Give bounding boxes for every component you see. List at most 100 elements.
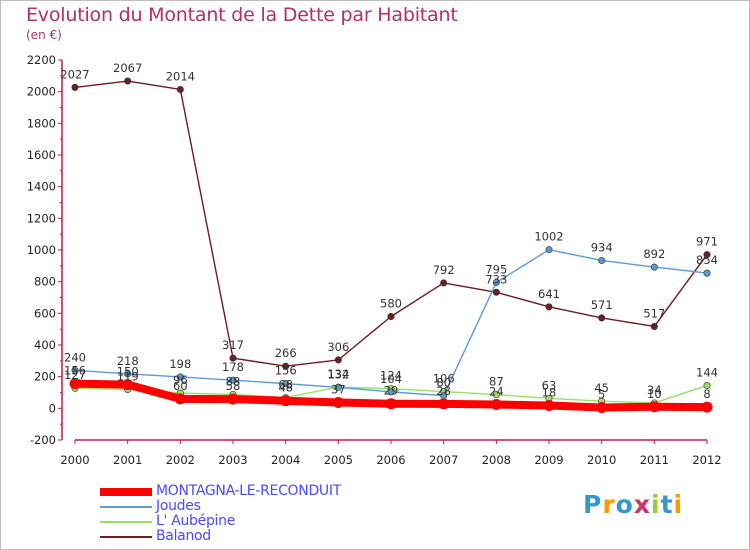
chart-title: Evolution du Montant de la Dette par Hab… (26, 4, 458, 26)
data-label-montagna-le-reconduit: 37 (331, 382, 346, 396)
data-label-joudes: 892 (643, 247, 665, 261)
data-label-balanod: 571 (591, 298, 613, 312)
data-label-joudes: 854 (696, 253, 718, 267)
logo-letter: i (651, 490, 661, 519)
data-label-l-aub-pine: 119 (117, 369, 139, 383)
x-tick-label: 2002 (166, 453, 195, 467)
x-tick-label: 2006 (376, 453, 405, 467)
x-tick-label: 2000 (60, 453, 89, 467)
proxiti-logo: Proxiti (583, 490, 683, 519)
data-label-montagna-le-reconduit: 18 (542, 385, 557, 399)
data-point-joudes (703, 269, 711, 277)
data-point-montagna-le-reconduit (596, 402, 608, 414)
data-label-joudes: 156 (275, 364, 297, 378)
data-point-joudes (71, 366, 79, 374)
y-tick-label: 2000 (27, 85, 56, 99)
data-label-balanod: 517 (643, 306, 665, 320)
x-tick-label: 2003 (218, 453, 247, 467)
data-point-montagna-le-reconduit (174, 393, 186, 405)
data-point-balanod (124, 77, 132, 85)
legend-label: Balanod (156, 528, 211, 544)
data-point-l-aub-pine (703, 382, 711, 390)
data-label-joudes: 218 (117, 354, 139, 368)
y-tick-label: 1600 (27, 148, 56, 162)
data-point-balanod (176, 85, 184, 93)
data-label-l-aub-pine: 144 (696, 366, 718, 380)
y-tick-label: 0 (49, 401, 56, 415)
logo-letter: t (660, 490, 674, 519)
data-label-montagna-le-reconduit: 5 (598, 388, 605, 402)
data-label-l-aub-pine: 127 (64, 368, 86, 382)
data-point-balanod (545, 303, 553, 311)
data-label-joudes: 104 (380, 372, 402, 386)
data-label-l-aub-pine: 63 (542, 378, 557, 392)
data-label-l-aub-pine: 124 (380, 369, 402, 383)
legend-item: Joudes (100, 499, 341, 514)
data-point-balanod (387, 312, 395, 320)
data-label-joudes: 240 (64, 350, 86, 364)
data-point-balanod (492, 288, 500, 296)
logo-letter: x (633, 490, 651, 519)
data-point-balanod (703, 251, 711, 259)
legend-label: Joudes (156, 498, 201, 514)
legend-swatch (100, 535, 152, 538)
data-label-balanod: 306 (327, 340, 349, 354)
data-point-joudes (598, 256, 606, 264)
x-tick-label: 2009 (534, 453, 563, 467)
data-point-joudes (229, 376, 237, 384)
data-label-balanod: 641 (538, 287, 560, 301)
data-label-montagna-le-reconduit: 24 (489, 385, 504, 399)
data-label-balanod: 580 (380, 297, 402, 311)
data-label-l-aub-pine: 106 (433, 372, 455, 386)
data-point-joudes (282, 380, 290, 388)
data-label-joudes: 795 (485, 262, 507, 276)
data-point-joudes (124, 370, 132, 378)
data-label-l-aub-pine: 87 (489, 375, 504, 389)
legend-label: L' Aubépine (156, 513, 236, 529)
x-tick-label: 2012 (692, 453, 721, 467)
data-label-joudes: 132 (327, 367, 349, 381)
legend-swatch (100, 487, 152, 496)
legend-swatch (100, 505, 152, 508)
data-label-joudes: 934 (591, 240, 613, 254)
y-tick-label: 1000 (27, 243, 56, 257)
logo-letter: P (583, 490, 603, 519)
data-point-montagna-le-reconduit (701, 401, 713, 413)
data-label-montagna-le-reconduit: 156 (64, 364, 86, 378)
unit-label: (en €) (26, 28, 62, 42)
y-tick-label: 1800 (27, 116, 56, 130)
data-point-montagna-le-reconduit (332, 396, 344, 408)
y-tick-label: 1400 (27, 180, 56, 194)
data-label-l-aub-pine: 34 (647, 383, 662, 397)
data-label-joudes: 178 (222, 360, 244, 374)
data-label-joudes: 1002 (534, 230, 563, 244)
y-tick-label: 200 (34, 370, 56, 384)
data-point-montagna-le-reconduit (69, 378, 81, 390)
data-label-l-aub-pine: 134 (327, 367, 349, 381)
data-point-balanod (440, 279, 448, 287)
data-label-montagna-le-reconduit: 150 (117, 365, 139, 379)
legend: MONTAGNA-LE-RECONDUIT Joudes L' Aubépine Ba… (100, 484, 341, 544)
data-label-montagna-le-reconduit: 28 (436, 384, 451, 398)
y-tick-label: 600 (34, 306, 56, 320)
x-tick-label: 2010 (587, 453, 616, 467)
legend-label: MONTAGNA-LE-RECONDUIT (156, 483, 341, 499)
data-label-balanod: 733 (485, 272, 507, 286)
data-point-montagna-le-reconduit (543, 399, 555, 411)
legend-swatch (100, 520, 152, 523)
data-label-balanod: 792 (433, 263, 455, 277)
data-label-montagna-le-reconduit: 60 (173, 379, 188, 393)
data-label-l-aub-pine: 45 (594, 381, 609, 395)
data-point-montagna-le-reconduit (385, 398, 397, 410)
data-point-joudes (492, 278, 500, 286)
y-tick-label: -200 (30, 433, 56, 447)
data-point-balanod (650, 322, 658, 330)
y-tick-label: 1200 (27, 211, 56, 225)
data-label-joudes: 80 (436, 376, 451, 390)
data-point-balanod (71, 83, 79, 91)
logo-letter: r (602, 490, 616, 519)
data-label-balanod: 266 (275, 346, 297, 360)
y-tick-label: 800 (34, 275, 56, 289)
data-label-l-aub-pine: 68 (278, 378, 293, 392)
